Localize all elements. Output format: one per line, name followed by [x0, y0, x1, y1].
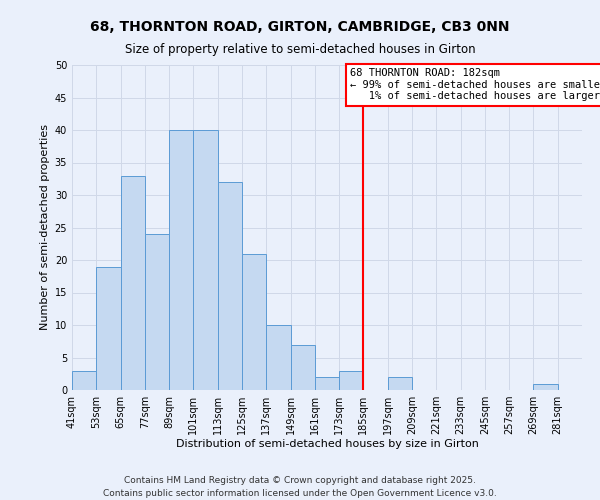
Bar [388, 377, 412, 390]
Y-axis label: Number of semi-detached properties: Number of semi-detached properties [40, 124, 50, 330]
Bar [218, 182, 242, 390]
Bar [290, 344, 315, 390]
Bar [339, 370, 364, 390]
Bar [72, 370, 96, 390]
Bar [193, 130, 218, 390]
Bar [315, 377, 339, 390]
Bar [242, 254, 266, 390]
Bar [533, 384, 558, 390]
Bar [96, 266, 121, 390]
X-axis label: Distribution of semi-detached houses by size in Girton: Distribution of semi-detached houses by … [176, 438, 478, 448]
Text: Size of property relative to semi-detached houses in Girton: Size of property relative to semi-detach… [125, 42, 475, 56]
Bar [145, 234, 169, 390]
Bar [169, 130, 193, 390]
Text: 68, THORNTON ROAD, GIRTON, CAMBRIDGE, CB3 0NN: 68, THORNTON ROAD, GIRTON, CAMBRIDGE, CB… [90, 20, 510, 34]
Text: 68 THORNTON ROAD: 182sqm
← 99% of semi-detached houses are smaller (233)
   1% o: 68 THORNTON ROAD: 182sqm ← 99% of semi-d… [350, 68, 600, 102]
Text: Contains HM Land Registry data © Crown copyright and database right 2025.
Contai: Contains HM Land Registry data © Crown c… [103, 476, 497, 498]
Bar [266, 325, 290, 390]
Bar [121, 176, 145, 390]
